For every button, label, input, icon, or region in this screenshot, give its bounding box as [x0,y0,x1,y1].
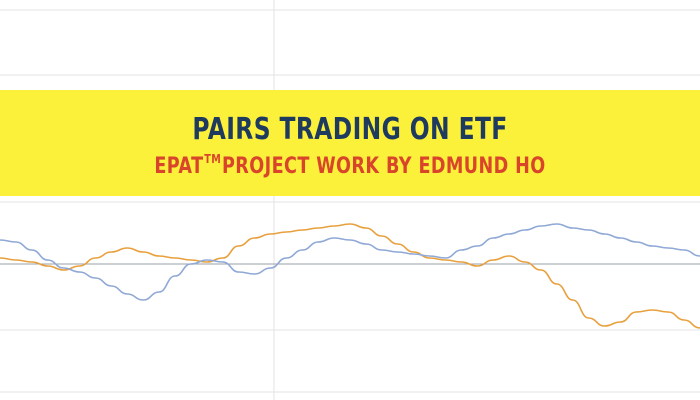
series-line-orange [0,223,700,329]
subtitle-prefix: EPAT [154,154,204,179]
title-banner [0,90,700,196]
subtitle-suffix: PROJECT WORK BY EDMUND HO [222,154,546,179]
series-line-blue [0,223,700,301]
page-subtitle: EPATTMPROJECT WORK BY EDMUND HO [70,152,630,179]
chart-series-layer [0,223,700,329]
page-title: PAIRS TRADING ON ETF [192,112,508,147]
trademark-mark: TM [204,152,222,166]
